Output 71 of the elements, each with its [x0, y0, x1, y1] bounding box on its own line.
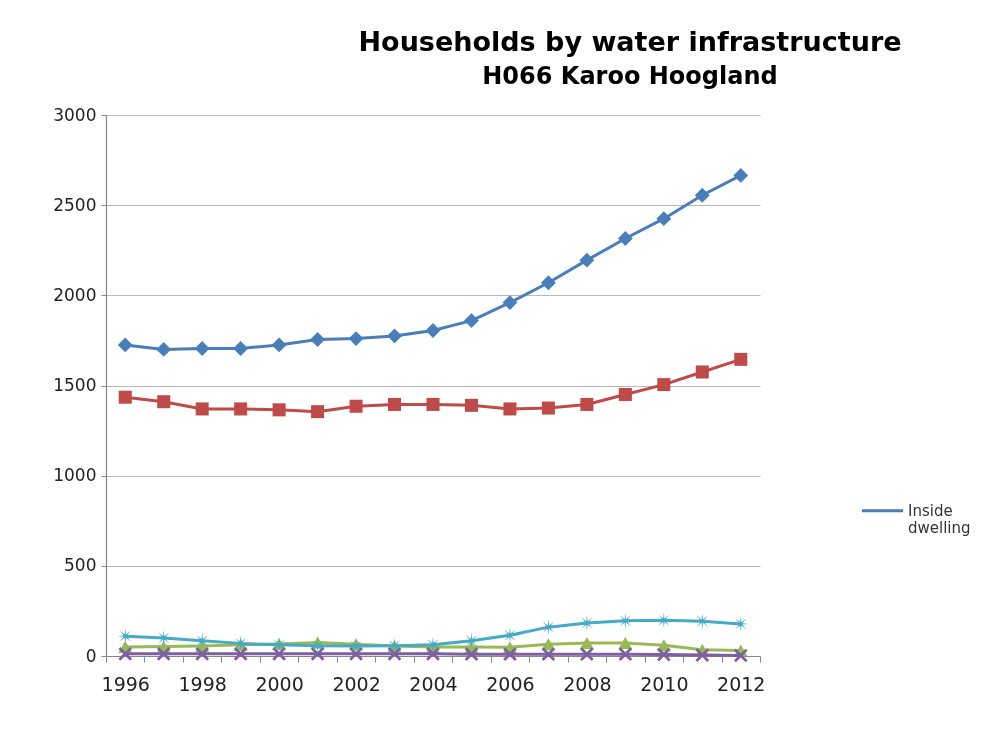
y-tick-label: 2500 — [53, 194, 97, 215]
point — [502, 295, 518, 310]
point — [733, 648, 748, 663]
chart-title: Households by water infrastructure — [358, 26, 902, 57]
point — [695, 648, 710, 662]
point — [233, 341, 249, 356]
point — [464, 313, 479, 328]
point — [388, 397, 402, 411]
point — [503, 647, 517, 662]
y-tick-label: 2000 — [53, 284, 97, 305]
point — [272, 403, 286, 417]
x-tick-label: 2000 — [255, 672, 304, 695]
point — [271, 337, 287, 353]
point — [618, 637, 633, 649]
x-tick-label: 1996 — [101, 672, 150, 695]
point — [464, 398, 478, 412]
point — [503, 402, 517, 416]
point — [311, 405, 325, 419]
point — [310, 332, 325, 347]
x-tick-label: 2012 — [717, 672, 766, 695]
point — [657, 647, 671, 662]
point — [195, 647, 209, 661]
point — [387, 328, 402, 344]
point — [541, 275, 556, 291]
point — [234, 402, 248, 416]
point — [194, 341, 210, 356]
point — [657, 378, 671, 392]
point — [426, 647, 440, 661]
point — [117, 337, 133, 353]
point — [580, 397, 594, 411]
point — [157, 395, 171, 409]
y-tick-label: 1500 — [53, 375, 97, 395]
y-tick-label: 500 — [64, 555, 97, 576]
point — [618, 647, 633, 662]
point — [579, 637, 594, 649]
x-tick-label: 2010 — [640, 672, 689, 695]
y-tick-label: 0 — [85, 645, 97, 666]
point — [734, 352, 748, 366]
legend-label: Inside dwelling — [908, 501, 971, 537]
x-tick-label: 2004 — [409, 672, 458, 695]
point — [695, 365, 709, 379]
point — [156, 342, 172, 357]
point — [118, 390, 132, 404]
point — [541, 647, 556, 662]
point — [348, 331, 364, 347]
x-tick-label: 2008 — [563, 672, 612, 695]
point — [541, 401, 555, 415]
point — [617, 231, 633, 246]
point — [426, 397, 440, 411]
point — [618, 388, 632, 402]
chart-subtitle: H066 Karoo Hoogland — [482, 62, 778, 90]
point — [656, 211, 672, 227]
point — [733, 168, 749, 183]
point — [464, 647, 479, 662]
point — [118, 647, 133, 661]
y-tick-label: 3000 — [53, 104, 97, 125]
x-tick-label: 2002 — [332, 672, 381, 695]
point — [694, 187, 710, 203]
point — [579, 252, 595, 268]
point — [272, 647, 286, 661]
y-tick-label: 1000 — [53, 465, 97, 486]
point — [387, 647, 402, 661]
point — [310, 647, 325, 661]
point — [195, 402, 209, 416]
point — [580, 647, 594, 662]
point — [349, 399, 363, 413]
point — [349, 647, 363, 661]
x-tick-label: 2006 — [486, 672, 535, 695]
x-tick-label: 1998 — [178, 672, 227, 695]
point — [156, 647, 171, 661]
point — [233, 647, 248, 661]
